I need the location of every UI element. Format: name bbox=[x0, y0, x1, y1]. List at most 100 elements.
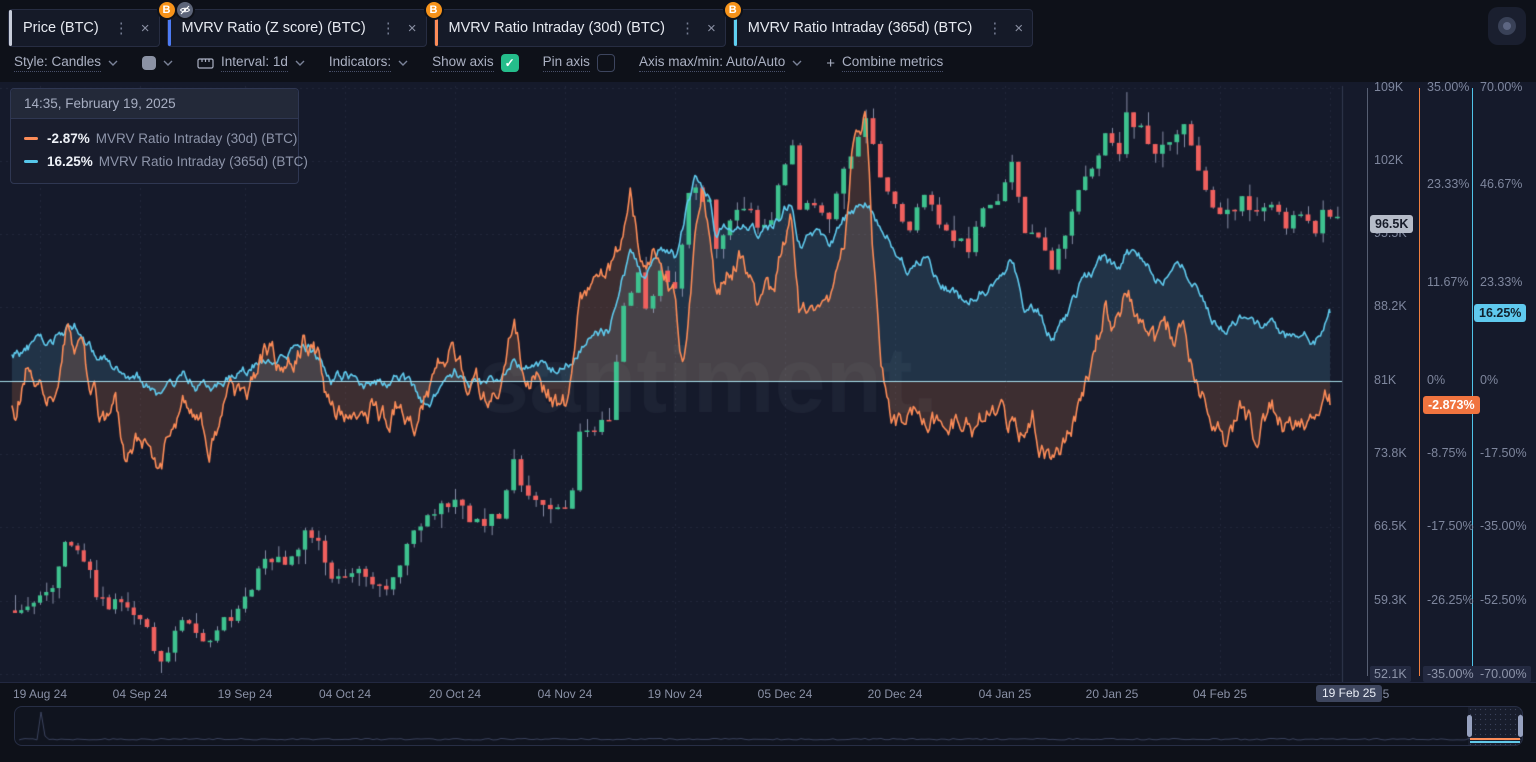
minimap-brush-selection[interactable] bbox=[1467, 707, 1523, 745]
tab-accent-bar bbox=[9, 10, 12, 46]
tooltip-value: -2.87% bbox=[47, 131, 90, 146]
x-axis-label: 04 Sep 24 bbox=[112, 687, 168, 701]
color-swatch-dropdown[interactable] bbox=[142, 56, 173, 70]
tab-mvrv-zscore[interactable]: B MVRV Ratio (Z score) (BTC) ⋮ × bbox=[156, 0, 427, 47]
tooltip-value: 16.25% bbox=[47, 154, 93, 169]
axis-tick-label: 46.67% bbox=[1480, 177, 1523, 191]
axis-tick-label: -17.50% bbox=[1480, 446, 1527, 460]
pin-axis-toggle[interactable]: Pin axis bbox=[542, 54, 615, 72]
close-icon[interactable]: × bbox=[407, 19, 417, 37]
axis-tick-label: 11.67% bbox=[1427, 275, 1469, 289]
axis-tick-label: 70.00% bbox=[1480, 80, 1523, 94]
tab-accent-bar bbox=[167, 10, 171, 46]
x-axis-label: 04 Nov 24 bbox=[537, 687, 593, 701]
axis-tick-label: 109K bbox=[1374, 80, 1404, 94]
btc-asset-badge-icon: B bbox=[722, 0, 743, 20]
tab-label: Price (BTC) bbox=[23, 20, 99, 36]
combine-metrics-label: Combine metrics bbox=[842, 54, 944, 72]
style-dropdown[interactable]: Style: Candles bbox=[14, 54, 118, 72]
x-axis-label: 04 Feb 25 bbox=[1192, 687, 1248, 701]
tooltip-row-mvrv30: -2.87% MVRV Ratio Intraday (30d) (BTC) bbox=[11, 127, 298, 150]
axis-tick-label: 0% bbox=[1427, 373, 1446, 387]
x-axis-label: 05 Dec 24 bbox=[757, 687, 813, 701]
close-icon[interactable]: × bbox=[1014, 19, 1024, 37]
axis-tick-label: -26.25% bbox=[1427, 593, 1474, 607]
x-axis-label: 04 Jan 25 bbox=[978, 687, 1032, 701]
ruler-icon bbox=[197, 58, 214, 69]
axis-maxmin-label: Axis max/min: Auto/Auto bbox=[638, 54, 786, 72]
axis-tick-label: 59.3K bbox=[1374, 593, 1407, 607]
axis-tick-label: 73.8K bbox=[1374, 446, 1407, 460]
axis-tick-label: -35.00% bbox=[1480, 519, 1527, 533]
pin-axis-checkbox[interactable] bbox=[596, 54, 615, 72]
minimap-history-canvas bbox=[15, 707, 1522, 745]
btc-asset-badge-icon: B bbox=[156, 0, 177, 20]
btc-asset-badge-icon: B bbox=[423, 0, 444, 20]
brush-mvrv30-line bbox=[1470, 738, 1520, 740]
mvrv365-value-badge: 16.25% bbox=[1474, 304, 1527, 322]
tooltip-series-name: MVRV Ratio Intraday (30d) (BTC) bbox=[95, 131, 298, 146]
axis-tick-label: 102K bbox=[1374, 153, 1404, 167]
x-axis-label: 19 Sep 24 bbox=[217, 687, 273, 701]
chevron-down-icon bbox=[295, 60, 305, 66]
chart-tooltip: 14:35, February 19, 2025 -2.87% MVRV Rat… bbox=[10, 88, 308, 184]
tab-accent-bar bbox=[434, 10, 438, 46]
tab-price-btc[interactable]: Price (BTC) ⋮ × bbox=[8, 9, 160, 47]
x-axis-label: 04 Oct 24 bbox=[318, 687, 372, 701]
axis-tick-label: 66.5K bbox=[1374, 519, 1407, 533]
x-axis-label: 20 Jan 25 bbox=[1085, 687, 1139, 701]
axis-tick-label: -8.75% bbox=[1427, 446, 1467, 460]
chevron-down-icon bbox=[398, 60, 408, 66]
indicators-label: Indicators: bbox=[328, 54, 392, 72]
brush-mvrv365-line bbox=[1470, 741, 1520, 743]
crosshair-date-chip: 19 Feb 25 bbox=[1316, 685, 1383, 702]
axis-maxmin-dropdown[interactable]: Axis max/min: Auto/Auto bbox=[638, 54, 802, 72]
time-axis[interactable]: 19 Feb 25 25 19 Aug 24 04 Sep 24 19 Sep 24… bbox=[0, 682, 1536, 703]
axis-tick-label: -17.50% bbox=[1427, 519, 1474, 533]
chevron-down-icon bbox=[792, 60, 802, 66]
brush-handle-right[interactable] bbox=[1518, 715, 1523, 737]
axis-tick-label: 52.1K bbox=[1370, 666, 1411, 682]
timeline-minimap[interactable] bbox=[14, 706, 1523, 746]
style-label: Style: Candles bbox=[14, 54, 102, 72]
tab-label: MVRV Ratio (Z score) (BTC) bbox=[181, 20, 366, 36]
axis-tick-label: 35.00% bbox=[1427, 80, 1470, 94]
tab-options-icon[interactable]: ⋮ bbox=[680, 19, 695, 37]
tab-options-icon[interactable]: ⋮ bbox=[113, 19, 129, 37]
price-axis[interactable] bbox=[1367, 88, 1368, 676]
tab-options-icon[interactable]: ⋮ bbox=[987, 19, 1003, 37]
tooltip-timestamp: 14:35, February 19, 2025 bbox=[11, 89, 298, 119]
tooltip-row-mvrv365: 16.25% MVRV Ratio Intraday (365d) (BTC) bbox=[11, 150, 308, 173]
tab-options-icon[interactable]: ⋮ bbox=[380, 19, 396, 37]
brush-handle-left[interactable] bbox=[1467, 715, 1472, 737]
x-axis-label: 20 Dec 24 bbox=[867, 687, 923, 701]
hidden-eye-icon[interactable] bbox=[174, 0, 195, 20]
series-color-dash bbox=[24, 137, 38, 140]
plus-icon: + bbox=[826, 54, 836, 72]
axis-tick-label: 81K bbox=[1374, 373, 1397, 387]
axis-tick-label: -35.00% bbox=[1423, 666, 1478, 682]
show-axis-toggle[interactable]: Show axis ✓ bbox=[432, 54, 519, 72]
combine-metrics-button[interactable]: + Combine metrics bbox=[826, 54, 944, 72]
axis-tick-label: -52.50% bbox=[1480, 593, 1527, 607]
tab-mvrv-30d[interactable]: B MVRV Ratio Intraday (30d) (BTC) ⋮ × bbox=[423, 0, 726, 47]
mvrv365-axis[interactable] bbox=[1472, 88, 1473, 676]
close-icon[interactable]: × bbox=[707, 19, 716, 37]
series-color-dash bbox=[24, 160, 38, 163]
chevron-down-icon bbox=[108, 60, 118, 66]
interval-dropdown[interactable]: Interval: 1d bbox=[197, 54, 305, 72]
axis-tick-label: 23.33% bbox=[1427, 177, 1470, 191]
tab-mvrv-365d[interactable]: B MVRV Ratio Intraday (365d) (BTC) ⋮ × bbox=[722, 0, 1034, 47]
x-axis-label: 20 Oct 24 bbox=[428, 687, 482, 701]
indicators-dropdown[interactable]: Indicators: bbox=[328, 54, 408, 72]
tooltip-series-name: MVRV Ratio Intraday (365d) (BTC) bbox=[98, 154, 308, 169]
metric-tab-bar: Price (BTC) ⋮ × B MVRV Ratio (Z score) (… bbox=[8, 0, 1034, 47]
close-icon[interactable]: × bbox=[140, 19, 150, 37]
mvrv30-axis[interactable] bbox=[1419, 88, 1420, 676]
axis-tick-label: 88.2K bbox=[1374, 299, 1407, 313]
last-price-badge: 96.5K bbox=[1370, 215, 1414, 233]
color-swatch-icon bbox=[142, 56, 157, 70]
show-axis-checkbox[interactable]: ✓ bbox=[500, 54, 519, 72]
interval-label: Interval: 1d bbox=[221, 54, 288, 72]
recording-button[interactable] bbox=[1488, 7, 1526, 45]
